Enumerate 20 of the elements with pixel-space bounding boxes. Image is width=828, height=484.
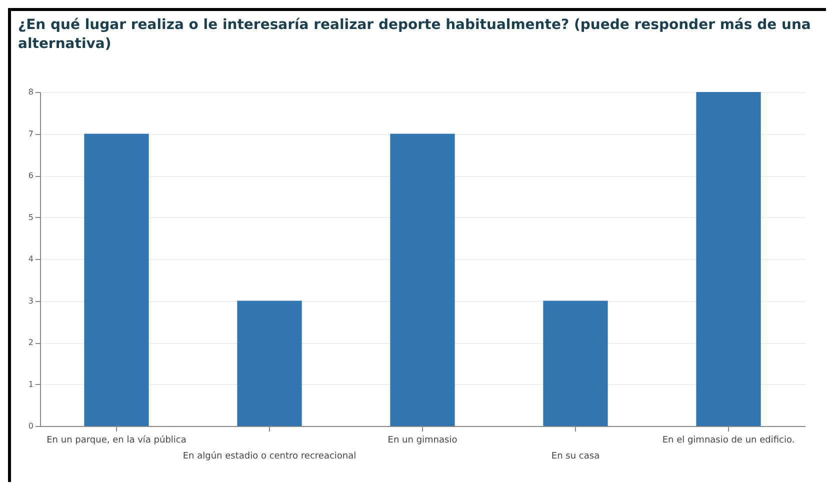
x-tick-label: En un parque, en la vía pública [46, 434, 186, 446]
y-tick-label: 4 [28, 254, 34, 264]
y-tick-label: 1 [28, 380, 34, 389]
bar [237, 300, 302, 426]
bar [84, 134, 149, 426]
bar [543, 300, 608, 426]
y-tick-label: 0 [28, 422, 34, 430]
x-tick-label: En algún estadio o centro recreacional [182, 450, 356, 462]
y-tick-label: 2 [28, 338, 34, 347]
bar [696, 92, 761, 426]
y-tick-label: 5 [28, 212, 34, 222]
chart-title: ¿En qué lugar realiza o le interesaría realizar deporte habitualmente? (puede responder más de una alternativa) [18, 16, 812, 54]
bar [390, 134, 455, 426]
x-tick-label: En el gimnasio de un edificio. [662, 436, 795, 446]
y-tick-label: 6 [28, 171, 34, 180]
y-tick-label: 8 [28, 88, 34, 96]
y-tick-label: 7 [28, 129, 34, 138]
x-tick-label: En un gimnasio [388, 436, 458, 446]
y-tick-label: 3 [28, 296, 34, 306]
x-tick-label: En su casa [551, 452, 600, 462]
